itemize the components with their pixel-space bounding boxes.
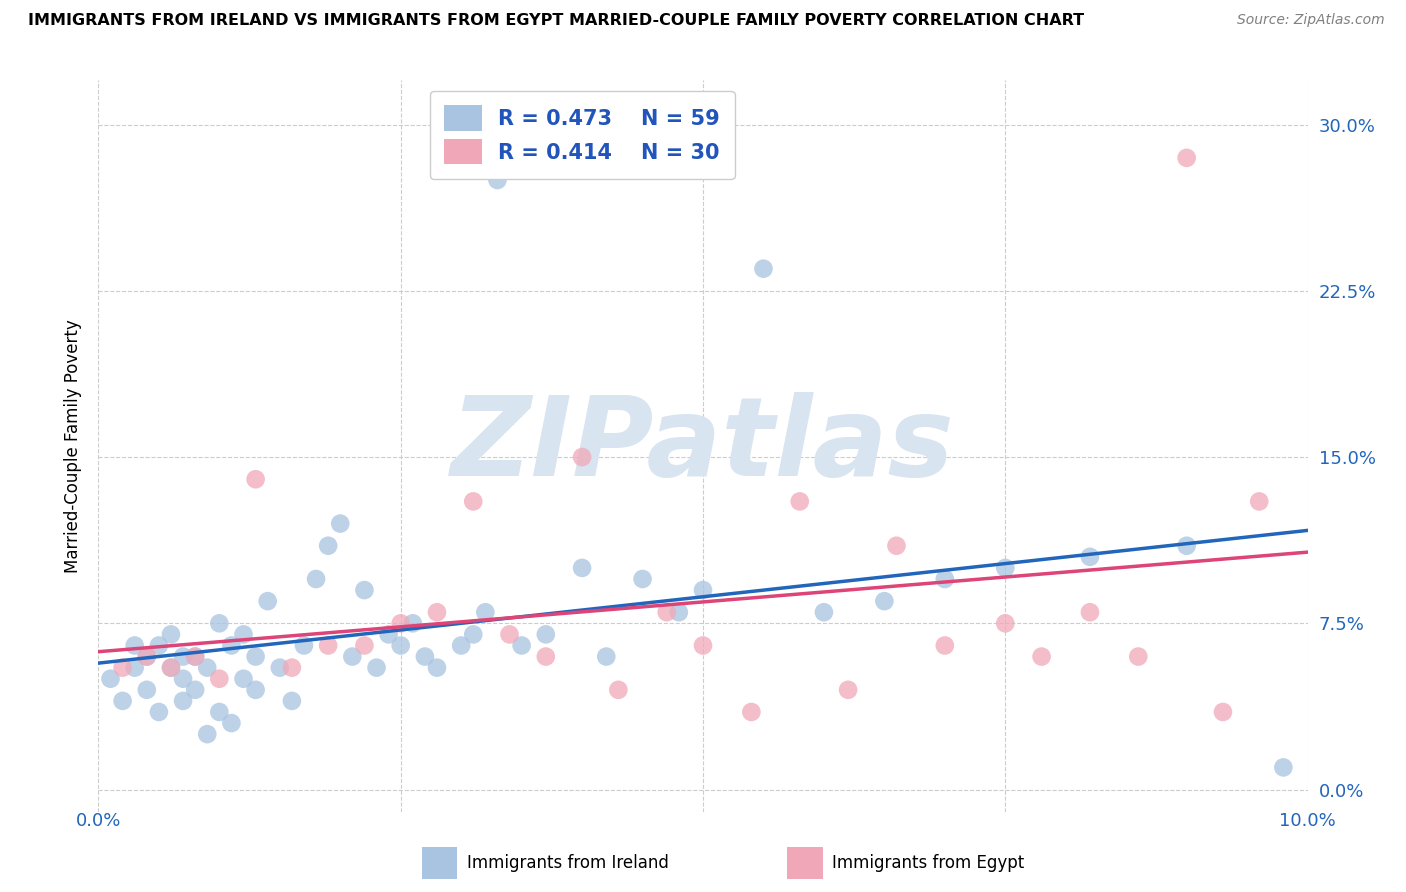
Point <box>124 660 146 674</box>
Point <box>232 672 254 686</box>
Point <box>426 605 449 619</box>
Point <box>366 660 388 674</box>
Point <box>172 672 194 686</box>
Point <box>292 639 315 653</box>
Point <box>510 639 533 653</box>
Y-axis label: Married-Couple Family Poverty: Married-Couple Family Poverty <box>65 319 83 573</box>
Point <box>498 627 520 641</box>
Point <box>208 705 231 719</box>
Point <box>1175 151 1198 165</box>
Point <box>342 649 364 664</box>
Point <box>353 639 375 653</box>
Point <box>994 616 1017 631</box>
Point <box>100 672 122 686</box>
Point <box>402 616 425 631</box>
Point <box>692 639 714 653</box>
Point <box>486 173 509 187</box>
Point <box>208 672 231 686</box>
Legend: R = 0.473    N = 59, R = 0.414    N = 30: R = 0.473 N = 59, R = 0.414 N = 30 <box>430 91 734 179</box>
Point <box>135 649 157 664</box>
Point <box>886 539 908 553</box>
Point <box>934 639 956 653</box>
Point <box>1272 760 1295 774</box>
Point <box>124 639 146 653</box>
Point <box>463 627 485 641</box>
Point <box>873 594 896 608</box>
Point <box>692 583 714 598</box>
Point <box>135 682 157 697</box>
Point <box>1212 705 1234 719</box>
Point <box>184 649 207 664</box>
Point <box>474 605 496 619</box>
Point <box>111 660 134 674</box>
Point <box>316 539 339 553</box>
Point <box>571 450 593 464</box>
Point <box>994 561 1017 575</box>
Text: 10.0%: 10.0% <box>1279 812 1336 830</box>
Point <box>631 572 654 586</box>
Point <box>172 649 194 664</box>
Point <box>1175 539 1198 553</box>
Point <box>426 660 449 674</box>
Point <box>1249 494 1271 508</box>
Point <box>607 682 630 697</box>
Point <box>934 572 956 586</box>
Point <box>305 572 328 586</box>
Point <box>208 616 231 631</box>
Text: IMMIGRANTS FROM IRELAND VS IMMIGRANTS FROM EGYPT MARRIED-COUPLE FAMILY POVERTY C: IMMIGRANTS FROM IRELAND VS IMMIGRANTS FR… <box>28 13 1084 29</box>
Point <box>1078 549 1101 564</box>
Point <box>172 694 194 708</box>
Point <box>281 660 304 674</box>
Point <box>135 649 157 664</box>
Text: 0.0%: 0.0% <box>76 812 121 830</box>
Point <box>221 639 243 653</box>
Point <box>571 561 593 575</box>
Point <box>1128 649 1150 664</box>
Point <box>450 639 472 653</box>
Point <box>184 649 207 664</box>
Point <box>752 261 775 276</box>
Point <box>256 594 278 608</box>
Point <box>232 627 254 641</box>
Text: ZIPatlas: ZIPatlas <box>451 392 955 500</box>
Point <box>595 649 617 664</box>
Point <box>245 682 267 697</box>
Point <box>740 705 762 719</box>
Point <box>329 516 352 531</box>
Text: Source: ZipAtlas.com: Source: ZipAtlas.com <box>1237 13 1385 28</box>
Point <box>195 660 218 674</box>
Point <box>221 716 243 731</box>
Text: Immigrants from Ireland: Immigrants from Ireland <box>467 855 669 872</box>
Point <box>269 660 291 674</box>
Point <box>148 639 170 653</box>
Point <box>281 694 304 708</box>
Point <box>245 472 267 486</box>
Point <box>413 649 436 664</box>
Point <box>389 639 412 653</box>
Point <box>160 660 183 674</box>
Point <box>1078 605 1101 619</box>
Point <box>389 616 412 631</box>
Point <box>534 649 557 664</box>
Point <box>377 627 399 641</box>
Point <box>789 494 811 508</box>
Point <box>160 660 183 674</box>
Point <box>1031 649 1053 664</box>
Point <box>160 627 183 641</box>
Point <box>316 639 339 653</box>
Point <box>813 605 835 619</box>
Point <box>655 605 678 619</box>
Point <box>111 694 134 708</box>
Point <box>245 649 267 664</box>
Point <box>353 583 375 598</box>
Point <box>195 727 218 741</box>
Point <box>837 682 859 697</box>
Point <box>668 605 690 619</box>
Point <box>148 705 170 719</box>
Text: Immigrants from Egypt: Immigrants from Egypt <box>832 855 1025 872</box>
Point <box>184 682 207 697</box>
Point <box>534 627 557 641</box>
Point <box>463 494 485 508</box>
